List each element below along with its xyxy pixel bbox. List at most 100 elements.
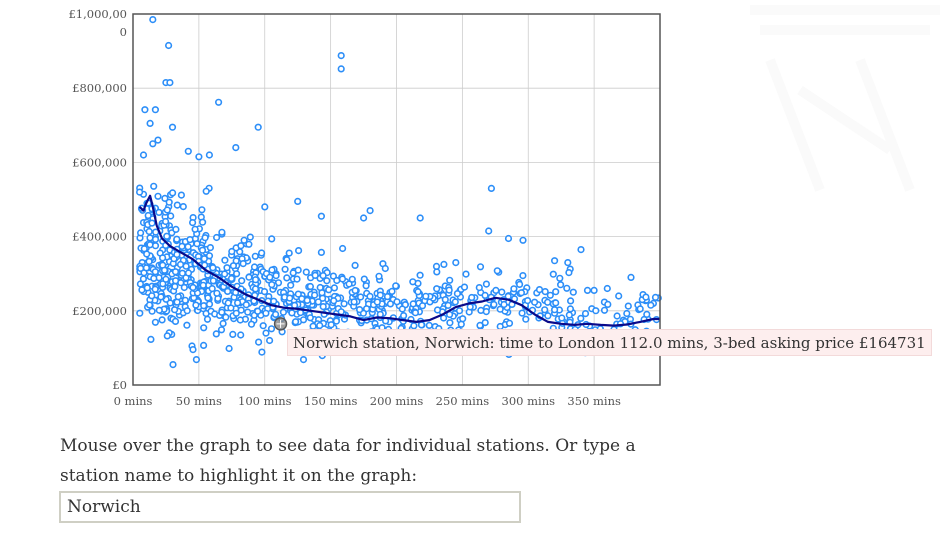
data-point[interactable] — [189, 283, 197, 292]
data-point[interactable] — [381, 264, 389, 273]
data-point[interactable] — [199, 281, 207, 289]
data-point[interactable] — [218, 228, 226, 236]
data-point[interactable] — [283, 274, 291, 282]
data-point[interactable] — [566, 297, 575, 305]
data-point[interactable] — [425, 321, 433, 330]
data-point[interactable] — [215, 98, 223, 106]
data-point[interactable] — [162, 275, 170, 283]
data-point[interactable] — [213, 233, 221, 242]
data-point[interactable] — [202, 187, 210, 195]
data-point[interactable] — [446, 319, 454, 327]
data-point[interactable] — [441, 296, 449, 304]
data-point[interactable] — [453, 290, 462, 298]
data-point[interactable] — [161, 194, 169, 202]
data-point[interactable] — [189, 219, 197, 227]
data-point[interactable] — [200, 324, 208, 332]
data-point[interactable] — [286, 294, 294, 302]
data-point[interactable] — [237, 331, 245, 339]
data-point[interactable] — [519, 236, 527, 244]
data-point[interactable] — [254, 123, 262, 131]
data-point[interactable] — [163, 332, 171, 340]
data-point[interactable] — [311, 271, 319, 280]
data-point[interactable] — [418, 302, 427, 310]
data-point[interactable] — [254, 307, 262, 315]
data-point[interactable] — [166, 78, 174, 87]
data-point[interactable] — [311, 291, 319, 299]
data-point[interactable] — [160, 266, 169, 274]
data-point[interactable] — [255, 338, 263, 346]
data-point[interactable] — [227, 274, 236, 283]
data-point[interactable] — [411, 309, 420, 317]
data-point[interactable] — [259, 322, 267, 330]
data-point[interactable] — [168, 123, 177, 131]
data-point[interactable] — [193, 240, 201, 248]
data-point[interactable] — [330, 284, 339, 292]
data-point[interactable] — [222, 313, 230, 321]
data-point[interactable] — [251, 285, 260, 293]
data-point[interactable] — [186, 236, 194, 244]
data-point[interactable] — [144, 211, 152, 220]
data-point[interactable] — [592, 307, 600, 315]
scatter-chart[interactable]: £0 £200,000 £400,000 £600,000 £800,000 £1,000… — [0, 0, 680, 420]
data-point[interactable] — [552, 299, 560, 307]
data-point[interactable] — [151, 285, 159, 293]
data-point[interactable] — [543, 298, 552, 306]
data-point[interactable] — [504, 234, 513, 243]
data-point[interactable] — [232, 144, 240, 152]
data-point[interactable] — [466, 303, 474, 311]
data-point[interactable] — [433, 285, 441, 293]
data-point[interactable] — [281, 265, 289, 273]
data-point[interactable] — [550, 257, 559, 265]
data-point[interactable] — [366, 207, 374, 215]
data-point[interactable] — [183, 307, 191, 315]
data-point[interactable] — [238, 277, 246, 285]
data-point[interactable] — [151, 106, 159, 114]
data-point[interactable] — [327, 321, 335, 329]
data-point[interactable] — [295, 247, 303, 255]
data-point[interactable] — [147, 335, 155, 344]
data-point[interactable] — [375, 272, 383, 280]
data-point[interactable] — [151, 318, 159, 326]
data-point[interactable] — [174, 293, 182, 301]
data-point[interactable] — [481, 291, 489, 300]
data-point[interactable] — [319, 272, 327, 280]
data-point[interactable] — [250, 263, 259, 271]
data-point[interactable] — [350, 298, 358, 306]
data-point[interactable] — [146, 241, 154, 249]
data-point[interactable] — [205, 252, 214, 260]
data-point[interactable] — [577, 246, 585, 254]
data-point[interactable] — [468, 293, 476, 302]
data-point[interactable] — [613, 312, 621, 320]
data-point[interactable] — [141, 106, 149, 114]
data-point[interactable] — [417, 321, 426, 329]
data-point[interactable] — [476, 321, 484, 330]
data-point[interactable] — [485, 227, 493, 235]
data-point[interactable] — [148, 219, 156, 227]
data-point[interactable] — [219, 319, 227, 328]
data-point[interactable] — [182, 262, 190, 270]
data-point[interactable] — [262, 329, 270, 337]
data-point[interactable] — [272, 272, 280, 280]
data-point[interactable] — [563, 284, 571, 292]
data-point[interactable] — [218, 308, 226, 316]
data-point[interactable] — [252, 276, 260, 284]
data-point[interactable] — [306, 282, 315, 291]
data-point[interactable] — [376, 310, 384, 319]
data-point[interactable] — [184, 243, 192, 251]
data-point[interactable] — [268, 266, 276, 274]
data-point[interactable] — [314, 298, 322, 306]
data-point[interactable] — [173, 235, 181, 243]
data-point[interactable] — [201, 234, 209, 242]
data-point[interactable] — [565, 311, 573, 319]
data-point[interactable] — [228, 247, 236, 256]
data-point[interactable] — [229, 262, 237, 270]
data-point[interactable] — [316, 321, 324, 330]
data-point[interactable] — [414, 288, 422, 296]
data-point[interactable] — [577, 314, 585, 323]
data-point[interactable] — [329, 272, 338, 280]
data-point[interactable] — [493, 267, 501, 275]
data-point[interactable] — [212, 330, 220, 338]
data-point[interactable] — [227, 304, 235, 312]
data-point[interactable] — [150, 274, 158, 283]
station-search-input[interactable] — [59, 491, 521, 523]
